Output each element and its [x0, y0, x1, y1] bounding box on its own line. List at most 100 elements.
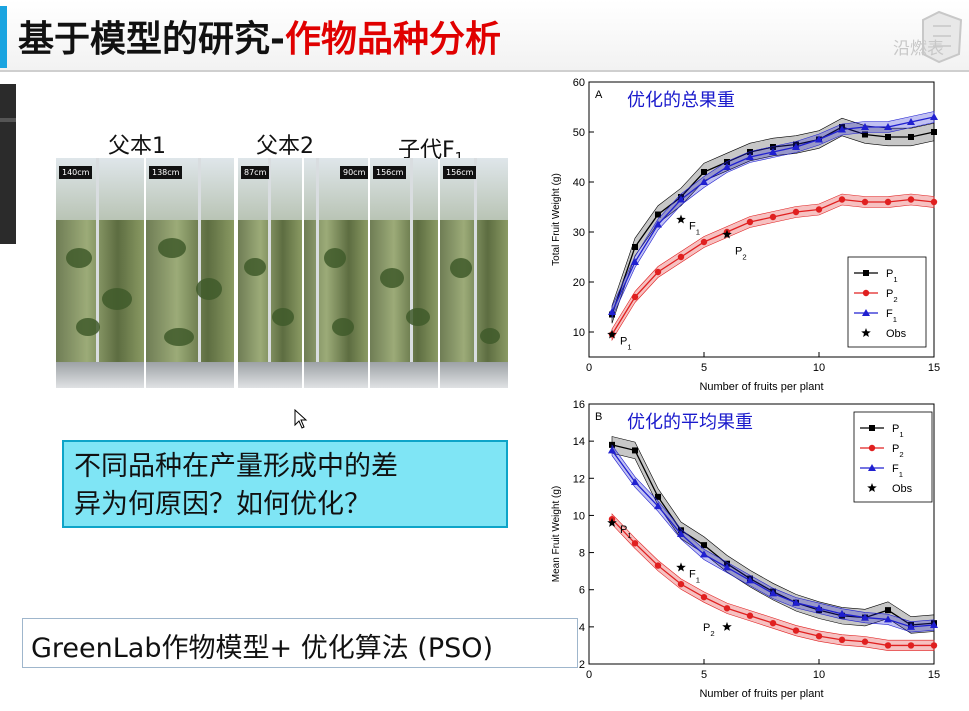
data-point [700, 550, 708, 558]
title-accent-bar [0, 6, 7, 68]
y-axis-label: Mean Fruit Weight (g) [551, 486, 562, 583]
data-point [632, 244, 638, 250]
legend-box [853, 411, 933, 503]
photo-label-parent-1: 父本1 [108, 134, 166, 159]
data-point [792, 598, 800, 606]
page-title: 基于模型的研究-作物品种分析 [18, 10, 501, 62]
x-tick-label: 0 [586, 669, 592, 681]
data-point [654, 268, 662, 276]
legend-box [847, 256, 927, 348]
legend-marker [868, 444, 876, 452]
method-text: GreenLab作物模型+ 优化算法 (PSO) [31, 633, 494, 664]
height-tag: 90cm [340, 166, 368, 179]
data-point [884, 123, 892, 130]
data-point [884, 198, 892, 206]
data-point [677, 253, 685, 261]
chart-a-svg: 0 5 10 15 10 20 30 40 50 60 Number of fruits per p… [551, 77, 940, 393]
question-text: 不同品种在产量形成中的差 异为何原因？如何优化？ [74, 448, 398, 524]
data-point [815, 632, 823, 640]
data-point [723, 163, 731, 170]
data-point [815, 206, 823, 213]
y-tick-label: 30 [573, 227, 585, 239]
height-tag: 156cm [443, 166, 477, 179]
question-line-2: 异为何原因？如何优化？ [74, 489, 371, 520]
data-point [769, 619, 777, 627]
data-point [655, 211, 661, 218]
data-point [654, 502, 662, 510]
data-point [838, 196, 846, 203]
series-band [611, 193, 935, 342]
data-point [631, 478, 639, 485]
data-point [885, 607, 891, 614]
plant-photo-6: 156cm [440, 158, 508, 388]
data-point [769, 213, 777, 221]
data-point [608, 446, 616, 454]
data-point [677, 530, 685, 537]
observation-label: F1 [689, 568, 700, 584]
data-point [746, 612, 754, 619]
plant-photo-2: 138cm [146, 158, 234, 388]
legend-marker [863, 270, 869, 276]
observation-label: P1 [620, 336, 632, 352]
data-point [608, 308, 616, 315]
title-part-2: 作物品种分析 [284, 19, 501, 60]
data-point [723, 605, 731, 612]
data-point [701, 169, 707, 175]
data-point [907, 642, 915, 649]
data-point [792, 143, 800, 150]
legend-obs-label: Obs [892, 483, 913, 495]
data-point [792, 627, 800, 634]
data-point [746, 218, 754, 226]
observation-star [722, 229, 732, 239]
y-tick-label: 10 [573, 327, 585, 339]
x-tick-label: 10 [813, 362, 825, 374]
plant-photo-4: 90cm [304, 158, 368, 388]
data-point [770, 144, 776, 150]
y-tick-label: 2 [579, 659, 585, 671]
y-tick-label: 8 [579, 548, 585, 560]
data-point [907, 118, 915, 125]
data-point [723, 563, 731, 571]
height-tag: 138cm [149, 166, 183, 179]
y-tick-label: 40 [573, 177, 585, 189]
y-tick-label: 4 [579, 622, 585, 634]
logo-watermark: 沿燃表 [893, 4, 965, 64]
panel-letter: A [595, 89, 603, 101]
plant-photo-5: 156cm [370, 158, 438, 388]
height-tag: 140cm [59, 166, 93, 179]
data-point [631, 293, 639, 301]
legend-marker [862, 289, 870, 297]
data-point [861, 198, 869, 206]
data-point [747, 149, 753, 155]
question-box: 不同品种在产量形成中的差 异为何原因？如何优化？ [62, 440, 508, 528]
data-point [700, 593, 708, 601]
data-point [907, 196, 915, 203]
observation-label: P2 [703, 622, 715, 638]
legend-label: P2 [892, 443, 904, 459]
data-point [654, 562, 662, 569]
title-rule [0, 70, 969, 72]
x-tick-label: 5 [701, 362, 707, 374]
photo-label-parent-2: 父本2 [256, 134, 314, 159]
data-point [677, 195, 685, 203]
chart-mean-fruit-weight: 0 5 10 15 2 4 6 8 10 12 14 16 Number of fruits per p… [534, 396, 969, 707]
data-point [631, 258, 639, 265]
data-point [885, 134, 891, 140]
data-point [724, 159, 730, 165]
x-axis-label: Number of fruits per plant [699, 688, 823, 700]
legend-label: P1 [892, 423, 904, 439]
question-line-1: 不同品种在产量形成中的差 [74, 451, 398, 482]
observation-star [722, 621, 732, 631]
method-box: GreenLab作物模型+ 优化算法 (PSO) [22, 618, 578, 668]
legend-label: F1 [892, 463, 903, 479]
mouse-cursor-icon [294, 408, 308, 433]
data-point [862, 131, 868, 138]
observation-label: P1 [620, 524, 632, 540]
legend-marker [869, 425, 875, 431]
panel-annotation: 优化的平均果重 [627, 412, 753, 432]
data-point [884, 615, 892, 623]
y-tick-label: 16 [573, 399, 585, 411]
x-tick-label: 15 [928, 362, 940, 374]
x-tick-label: 0 [586, 362, 592, 374]
